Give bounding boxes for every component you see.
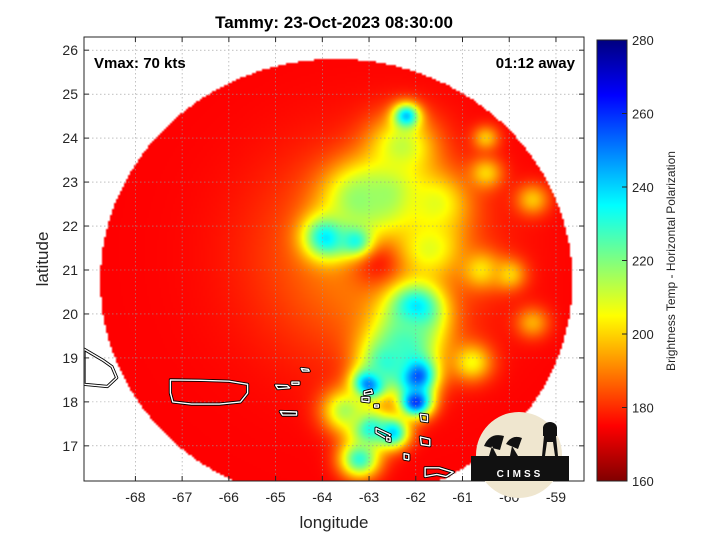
y-axis-ticks: 17 18 19 20 21 22 23 24 25 26 bbox=[62, 42, 584, 454]
colorbar-tick-label: 180 bbox=[632, 401, 654, 416]
logo-dish-right-icon bbox=[506, 436, 522, 456]
coastline-st-croix bbox=[279, 410, 298, 416]
coastline-layer bbox=[84, 347, 455, 479]
heatmap-layer bbox=[84, 37, 584, 481]
y-tick-label: 22 bbox=[62, 218, 78, 234]
coastline-st-thomas bbox=[274, 384, 291, 390]
x-tick-label: -62 bbox=[406, 489, 426, 505]
y-tick-label: 17 bbox=[62, 438, 78, 454]
coastline-antigua bbox=[419, 436, 431, 447]
y-tick-label: 19 bbox=[62, 350, 78, 366]
coastline-montserrat bbox=[403, 453, 410, 461]
x-axis-ticks: -68 -67 -66 -65 -64 -63 -62 -61 -60 -59 bbox=[125, 37, 566, 505]
logo-water-tower-icon bbox=[542, 422, 558, 456]
coastline-hispaniola bbox=[84, 348, 118, 388]
coastline-nevis bbox=[386, 436, 391, 443]
coastline-anguilla bbox=[363, 389, 373, 396]
colorbar-tick-label: 160 bbox=[632, 474, 654, 489]
x-tick-label: -67 bbox=[172, 489, 192, 505]
x-tick-label: -65 bbox=[265, 489, 285, 505]
coastline-puerto-rico bbox=[169, 379, 249, 405]
brightness-temperature-image bbox=[84, 37, 584, 481]
colorbar-tick-label: 200 bbox=[632, 327, 654, 342]
coastline-st-martin bbox=[361, 396, 370, 403]
x-tick-label: -59 bbox=[546, 489, 566, 505]
y-tick-label: 20 bbox=[62, 306, 78, 322]
vmax-annotation: Vmax: 70 kts bbox=[94, 55, 186, 72]
plot-border bbox=[83, 36, 585, 482]
logo-dish-left-icon bbox=[484, 435, 504, 456]
colorbar-ticks: 160 180 200 220 240 260 280 bbox=[622, 33, 654, 489]
x-tick-label: -61 bbox=[452, 489, 472, 505]
colorbar-label: Brightness Temp - Horizontal Polarizatio… bbox=[664, 151, 678, 371]
colorbar-tick-label: 280 bbox=[632, 33, 654, 48]
x-tick-label: -66 bbox=[219, 489, 239, 505]
x-tick-label: -68 bbox=[125, 489, 145, 505]
colorbar-tick-label: 240 bbox=[632, 180, 654, 195]
y-tick-label: 23 bbox=[62, 174, 78, 190]
coastline-st-barts bbox=[374, 404, 380, 408]
coastline-guadeloupe bbox=[424, 467, 454, 478]
coastline-tortola bbox=[291, 381, 300, 385]
y-tick-label: 18 bbox=[62, 394, 78, 410]
colorbar-tick-label: 220 bbox=[632, 254, 654, 269]
y-tick-label: 26 bbox=[62, 42, 78, 58]
x-tick-label: -63 bbox=[359, 489, 379, 505]
time-away-annotation: 01:12 away bbox=[496, 55, 576, 72]
coastline-barbuda bbox=[419, 413, 429, 423]
logo-ground bbox=[471, 456, 569, 481]
coastline-anegada bbox=[300, 367, 310, 372]
y-tick-label: 21 bbox=[62, 262, 78, 278]
x-axis-label: longitude bbox=[299, 513, 368, 532]
cimss-logo: CIMSS bbox=[471, 412, 569, 498]
chart-title: Tammy: 23-Oct-2023 08:30:00 bbox=[215, 13, 453, 32]
y-tick-label: 25 bbox=[62, 86, 78, 102]
y-axis-label: latitude bbox=[33, 232, 52, 287]
logo-text: CIMSS bbox=[497, 469, 544, 480]
colorbar-tick-label: 260 bbox=[632, 107, 654, 122]
x-tick-label: -64 bbox=[312, 489, 332, 505]
y-tick-label: 24 bbox=[62, 130, 78, 146]
